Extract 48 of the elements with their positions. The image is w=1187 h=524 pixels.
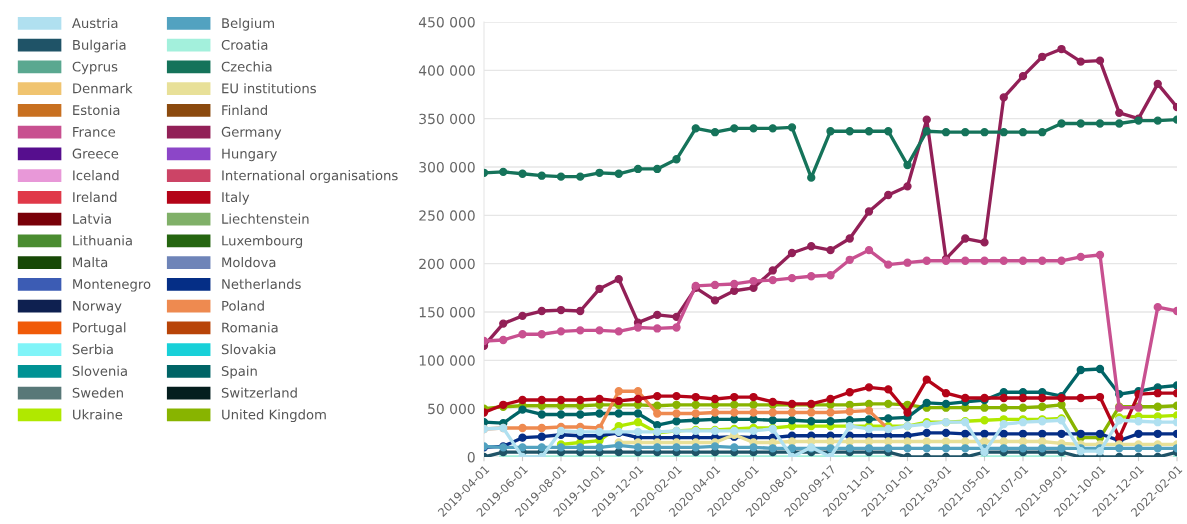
legend-label: Malta <box>73 257 108 268</box>
legend-label: Slovakia <box>221 344 276 355</box>
y-tick-label: 200 000 <box>419 258 475 270</box>
legend-label: Greece <box>72 148 119 159</box>
legend-label: Montenegro <box>73 279 151 292</box>
legend-label: Slovenia <box>72 365 127 377</box>
legend-label: Poland <box>222 300 264 311</box>
legend-label: Netherlands <box>222 278 301 290</box>
legend-label: Latvia <box>73 213 111 224</box>
legend-label: Iceland <box>73 170 119 181</box>
y-tick-label: 250 000 <box>419 210 475 221</box>
legend-label: Sweden <box>72 387 123 398</box>
legend-label: Moldova <box>222 257 276 268</box>
legend-label: United Kingdom <box>222 409 326 423</box>
legend-label: Spain <box>221 365 257 379</box>
y-tick-label: 400 000 <box>418 65 475 76</box>
y-tick-label: 100 000 <box>419 355 475 366</box>
legend-label: Croatia <box>221 39 268 50</box>
legend-label: Liechtenstein <box>222 213 309 224</box>
legend-label: Switzerland <box>221 387 297 398</box>
legend-label: Luxembourg <box>222 235 303 249</box>
y-tick-label: 50 000 <box>428 403 475 415</box>
legend-label: Italy <box>222 191 250 205</box>
legend-label: Finland <box>222 104 267 116</box>
legend-label: Serbia <box>72 344 113 355</box>
legend-label: EU institutions <box>222 83 316 94</box>
legend-label: Lithuania <box>73 235 132 246</box>
legend-label: Cyprus <box>72 61 118 75</box>
y-tick-label: 150 000 <box>419 306 475 318</box>
y-tick-label: 0 <box>467 451 475 463</box>
legend-label: Ireland <box>73 191 117 203</box>
legend-label: International organisations <box>222 170 398 183</box>
legend-label: Denmark <box>73 83 133 94</box>
y-tick-label: 350 000 <box>419 113 475 125</box>
legend-label: Belgium <box>222 17 274 31</box>
y-tick-label: 300 000 <box>419 161 475 173</box>
legend-label: Norway <box>73 300 122 314</box>
legend-label: Austria <box>72 17 118 29</box>
legend-label: Czechia <box>221 61 272 72</box>
legend-label: Bulgaria <box>73 39 126 53</box>
legend-label: Estonia <box>73 104 120 116</box>
legend-label: Ukraine <box>73 409 123 420</box>
legend-label: Germany <box>221 126 282 140</box>
legend-label: Romania <box>222 322 278 333</box>
legend-label: France <box>73 127 116 137</box>
legend-label: Portugal <box>73 322 126 336</box>
legend-label: Hungary <box>222 148 277 162</box>
y-tick-label: 450 000 <box>418 16 475 28</box>
